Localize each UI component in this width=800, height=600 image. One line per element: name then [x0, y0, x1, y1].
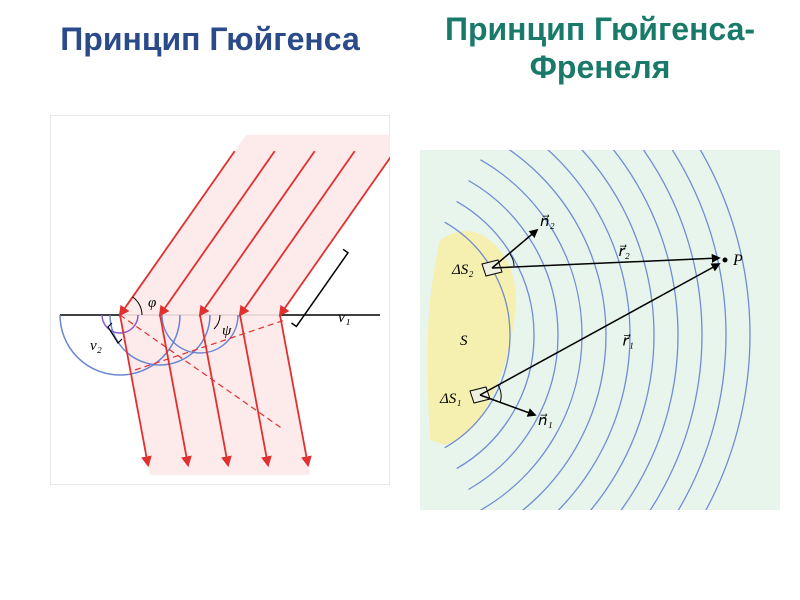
svg-text:S: S	[460, 333, 468, 349]
huygens-diagram: v₁ v₂ φ ψ	[50, 115, 390, 485]
svg-text:ΔS₁: ΔS₁	[439, 391, 462, 407]
svg-text:n⃗₂: n⃗₂	[540, 214, 555, 230]
svg-text:r⃗₁: r⃗₁	[623, 334, 634, 350]
svg-text:ψ: ψ	[222, 323, 232, 339]
svg-text:P: P	[732, 252, 743, 269]
huygens-fresnel-diagram: P ΔS₂ ΔS₁ Sn⃗₂ n⃗₁ r⃗₂ r⃗₁	[420, 150, 780, 510]
svg-text:φ: φ	[148, 295, 156, 311]
svg-text:n⃗₁: n⃗₁	[538, 413, 553, 429]
svg-text:r⃗₂: r⃗₂	[619, 244, 630, 260]
svg-text:v₂: v₂	[90, 338, 102, 354]
svg-text:ΔS₂: ΔS₂	[451, 262, 474, 278]
svg-text:v₁: v₁	[338, 309, 351, 326]
title-right: Принцип Гюйгенса-Френеля	[430, 10, 770, 87]
title-right-text: Принцип Гюйгенса-Френеля	[445, 11, 755, 85]
title-left: Принцип Гюйгенса	[60, 20, 360, 58]
title-left-text: Принцип Гюйгенса	[60, 21, 359, 57]
